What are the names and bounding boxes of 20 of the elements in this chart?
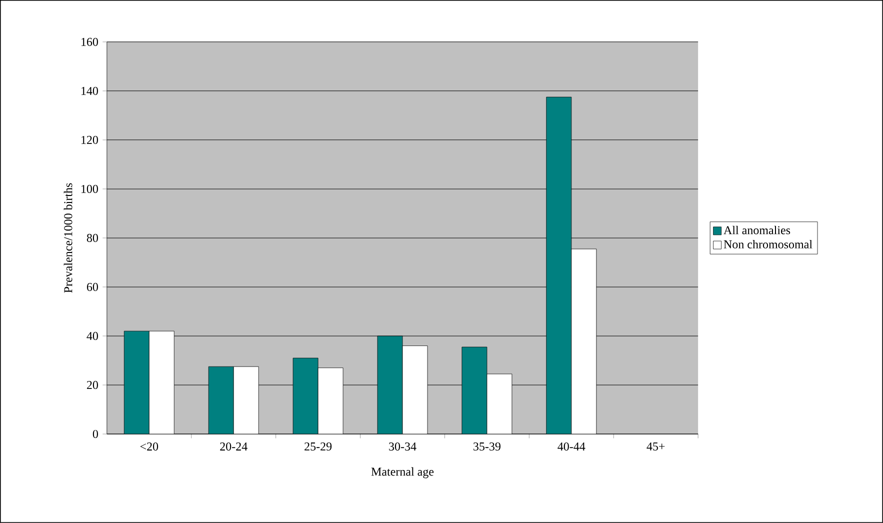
y-tick-label: 140 [82, 86, 98, 95]
y-tick-label: 100 [82, 184, 98, 194]
legend-label: Non chromosomal [724, 240, 812, 248]
y-tick-label: 160 [82, 38, 98, 46]
y-tick-label: 40 [86, 332, 98, 340]
x-axis-title: Maternal age [371, 467, 434, 478]
x-tick-label: 20-24 [220, 442, 248, 451]
y-tick-label: 0 [92, 430, 98, 438]
y-tick-label: 60 [86, 282, 98, 292]
y-tick-label: 120 [82, 136, 98, 144]
x-tick-label: 35-39 [474, 442, 500, 451]
y-tick-label: 80 [86, 234, 98, 242]
x-tick-label: <20 [140, 442, 158, 451]
legend-label: All anomalies [724, 226, 790, 234]
y-tick-label: 20 [86, 380, 98, 390]
x-tick-label: 25-29 [304, 442, 332, 451]
x-tick-label: 45+ [646, 442, 665, 451]
y-axis-title: Prevalence/1000 births [64, 183, 72, 293]
x-tick-label: 40-44 [558, 442, 586, 451]
x-tick-label: 30-34 [389, 442, 416, 451]
